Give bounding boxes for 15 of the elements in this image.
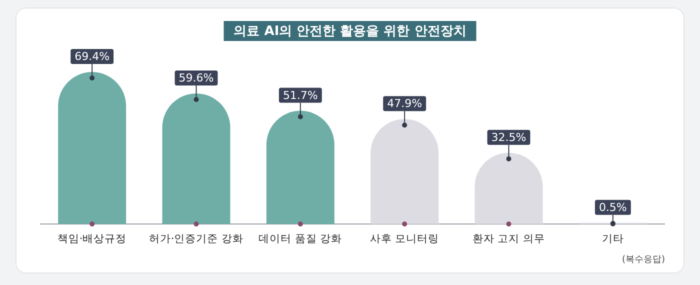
data-label: 69.4% [74,50,110,63]
x-tick-label: 책임·배상규정 [57,233,127,245]
data-label: 47.9% [387,97,422,110]
data-label: 32.5% [491,130,526,144]
x-tick-label: 허가·인증기준 강화 [148,233,244,245]
chart-title: 의료 AI의 안전한 활용을 위한 안전장치 [234,24,466,39]
x-tick-label: 환자 고지 의무 [472,233,546,245]
x-tick-label: 기타 [602,233,624,245]
title: 의료 AI의 안전한 활용을 위한 안전장치 [224,21,476,41]
text: (복수응답) [622,255,665,265]
data-label: 0.5% [598,200,627,214]
x-tick-label: 사후 모니터링 [370,233,440,245]
data-label: 59.6% [178,71,214,84]
data-label: 51.7% [282,88,318,102]
x-tick-label: 데이터 품질 강화 [258,233,342,245]
